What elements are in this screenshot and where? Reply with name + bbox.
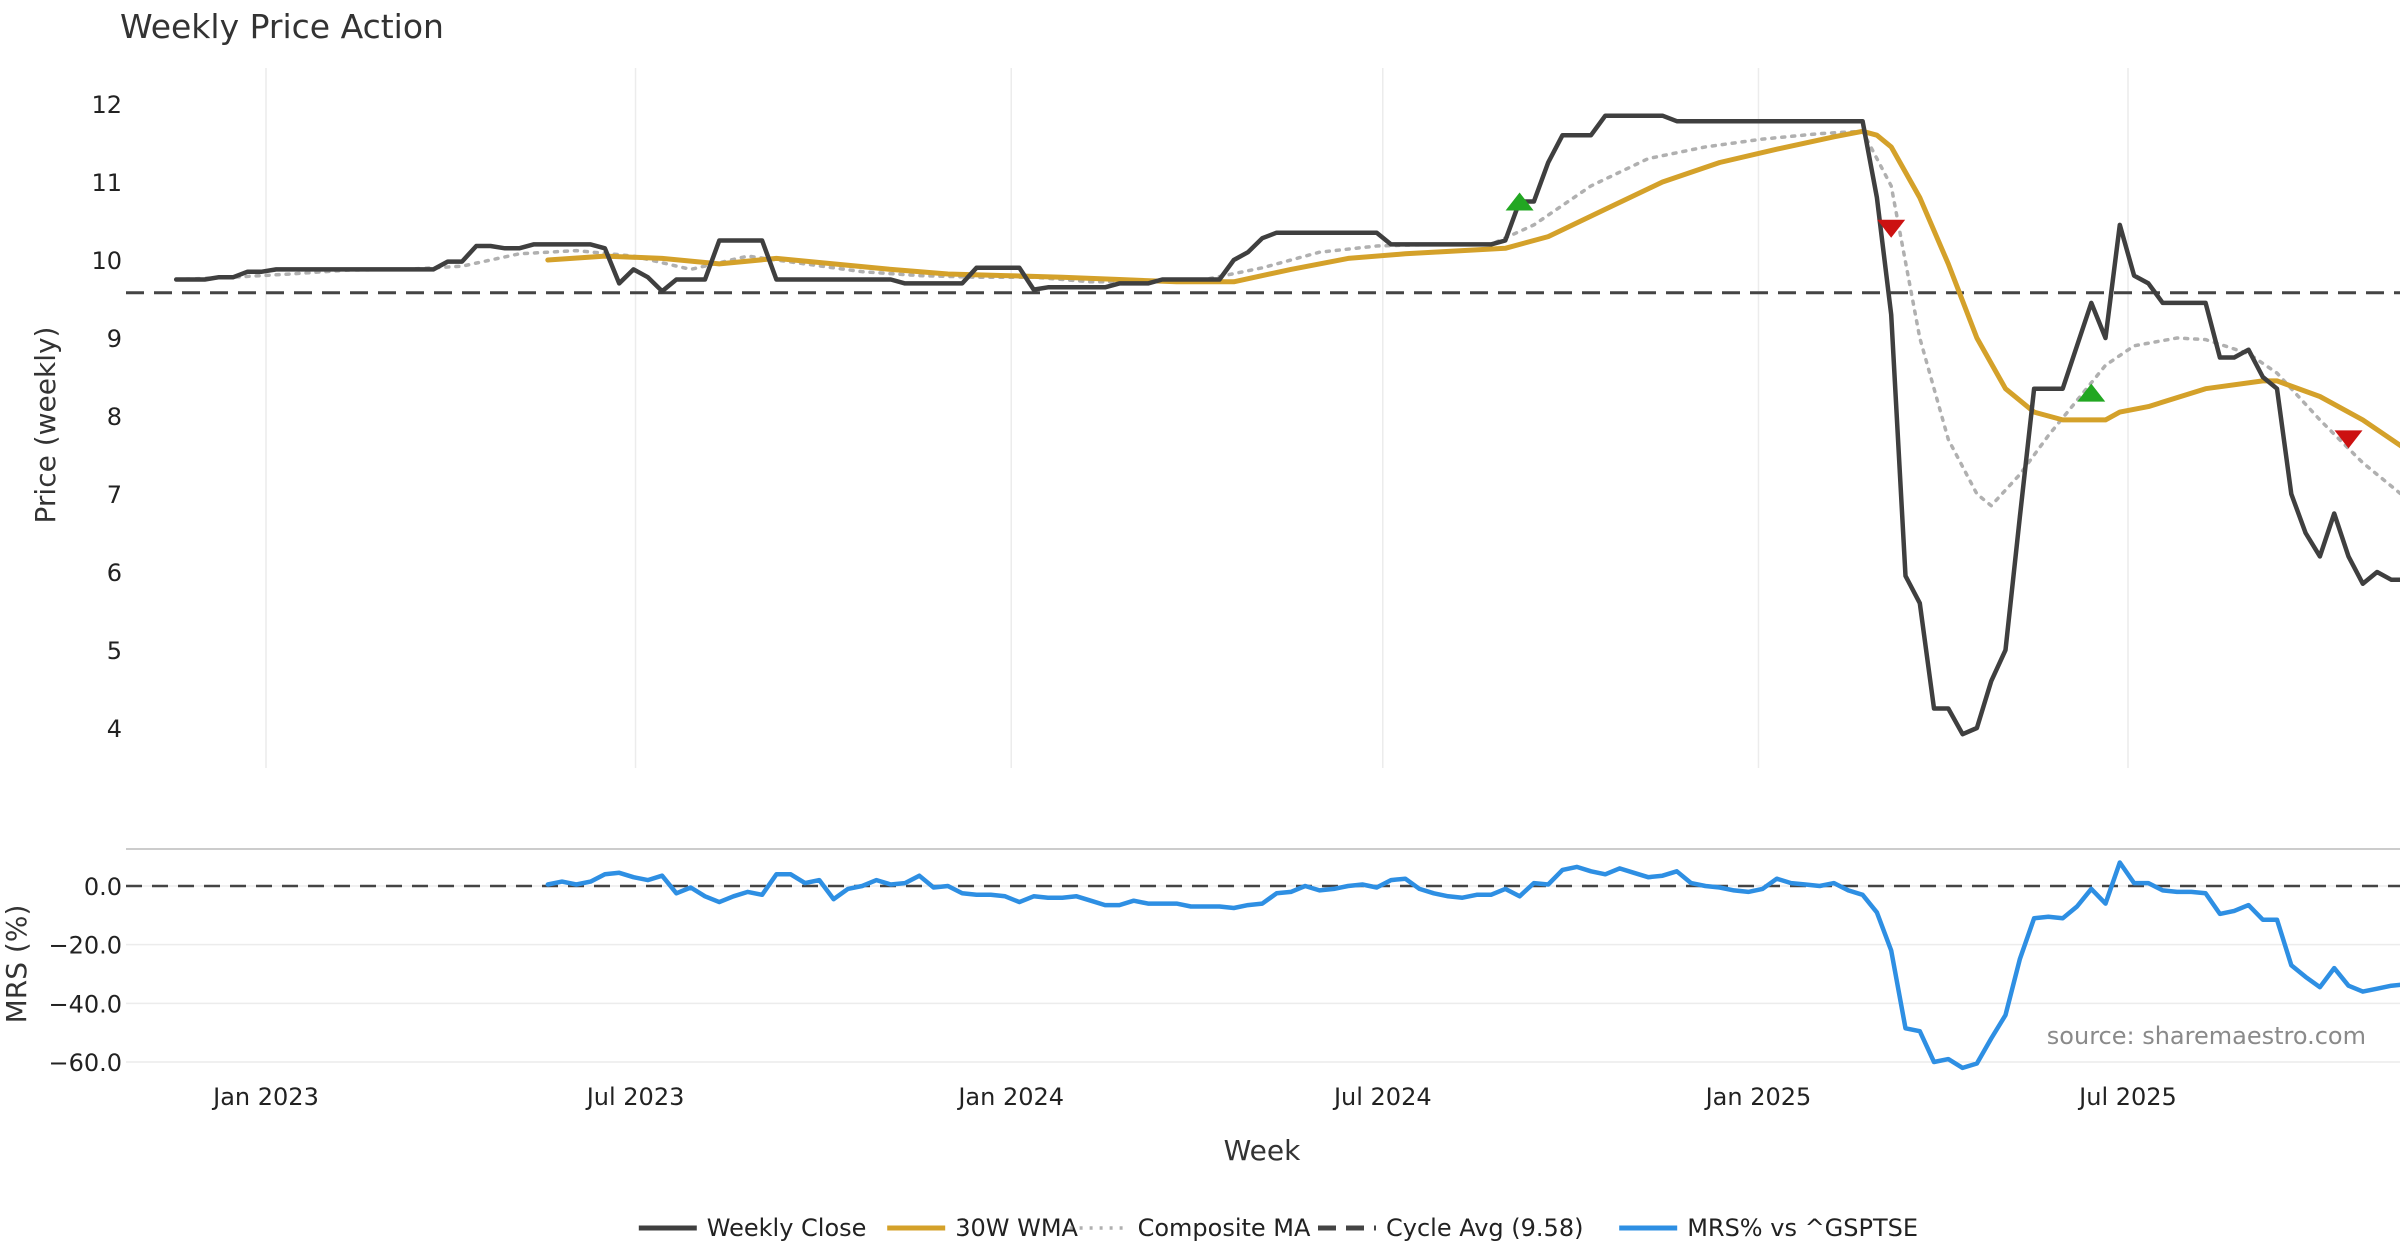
- legend-item-weekly-close: Weekly Close: [638, 1214, 867, 1242]
- price-y-tick-9: 9: [107, 325, 122, 353]
- mrs-y-tick-0: 0.0: [84, 873, 122, 901]
- legend-label-30w-wma: 30W WMA: [955, 1214, 1078, 1242]
- x-tick-labels: Jan 2023 Jul 2023 Jan 2024 Jul 2024 Jan 2025…: [211, 1083, 2177, 1111]
- x-tick-jul-2023: Jul 2023: [585, 1083, 685, 1111]
- price-y-tick-11: 11: [91, 169, 122, 197]
- x-axis-label: Week: [1224, 1134, 1301, 1167]
- series-line-weekly-close: [173, 113, 2400, 737]
- price-y-tick-5: 5: [107, 637, 122, 665]
- price-y-tick-12: 12: [91, 91, 122, 119]
- legend-item-mrs-vs-gsptse: MRS% vs ^GSPTSE: [1619, 1214, 1918, 1242]
- price-y-tick-10: 10: [91, 247, 122, 275]
- legend-label-cycle-avg-9-58: Cycle Avg (9.58): [1386, 1214, 1583, 1242]
- buy-signal-marker-1: [1505, 192, 1534, 211]
- price-y-tick-4: 4: [107, 715, 122, 743]
- source-annotation: source: sharemaestro.com: [2047, 1022, 2366, 1050]
- mrs-y-tick-20: −20.0: [48, 932, 122, 960]
- sell-signal-marker-4: [2334, 430, 2363, 449]
- x-tick-jan-2023: Jan 2023: [211, 1083, 319, 1111]
- legend-item-composite-ma: Composite MA: [1069, 1214, 1311, 1242]
- price-y-axis-label: Price (weekly): [29, 327, 62, 524]
- x-tick-jul-2025: Jul 2025: [2077, 1083, 2177, 1111]
- price-y-tick-6: 6: [107, 559, 122, 587]
- mrs-y-tick-40: −40.0: [48, 990, 122, 1018]
- price-y-tick-labels: 4 5 6 7 8 9 10 11 12: [91, 91, 122, 743]
- signal-markers-group: [1505, 192, 2363, 449]
- price-y-tick-7: 7: [107, 481, 122, 509]
- x-tick-jan-2024: Jan 2024: [956, 1083, 1064, 1111]
- buy-signal-marker-3: [2077, 383, 2106, 402]
- legend: Weekly Close 30W WMA Composite MA Cycle Avg…: [638, 1214, 1918, 1242]
- mrs-y-tick-60: −60.0: [48, 1049, 122, 1077]
- legend-label-composite-ma: Composite MA: [1138, 1214, 1311, 1242]
- series-line-30w-wma: [545, 128, 2400, 449]
- mrs-y-axis-label: MRS (%): [0, 905, 33, 1024]
- price-y-tick-8: 8: [107, 403, 122, 431]
- price-gridlines: [265, 68, 2129, 768]
- x-tick-jul-2024: Jul 2024: [1332, 1083, 1432, 1111]
- legend-item-cycle-avg-9-58: Cycle Avg (9.58): [1318, 1214, 1583, 1242]
- legend-item-30w-wma: 30W WMA: [887, 1214, 1079, 1242]
- legend-label-weekly-close: Weekly Close: [707, 1214, 867, 1242]
- price-series-group: [173, 113, 2400, 737]
- legend-label-mrs-vs-gsptse: MRS% vs ^GSPTSE: [1687, 1214, 1918, 1242]
- x-tick-jan-2025: Jan 2025: [1704, 1083, 1812, 1111]
- mrs-series-group: [545, 860, 2400, 1071]
- series-line-mrs-vs-gsptse: [545, 860, 2400, 1071]
- mrs-y-tick-labels: 0.0 −20.0 −40.0 −60.0: [48, 873, 122, 1077]
- chart-title: Weekly Price Action: [120, 7, 444, 46]
- sell-signal-marker-2: [1877, 219, 1906, 238]
